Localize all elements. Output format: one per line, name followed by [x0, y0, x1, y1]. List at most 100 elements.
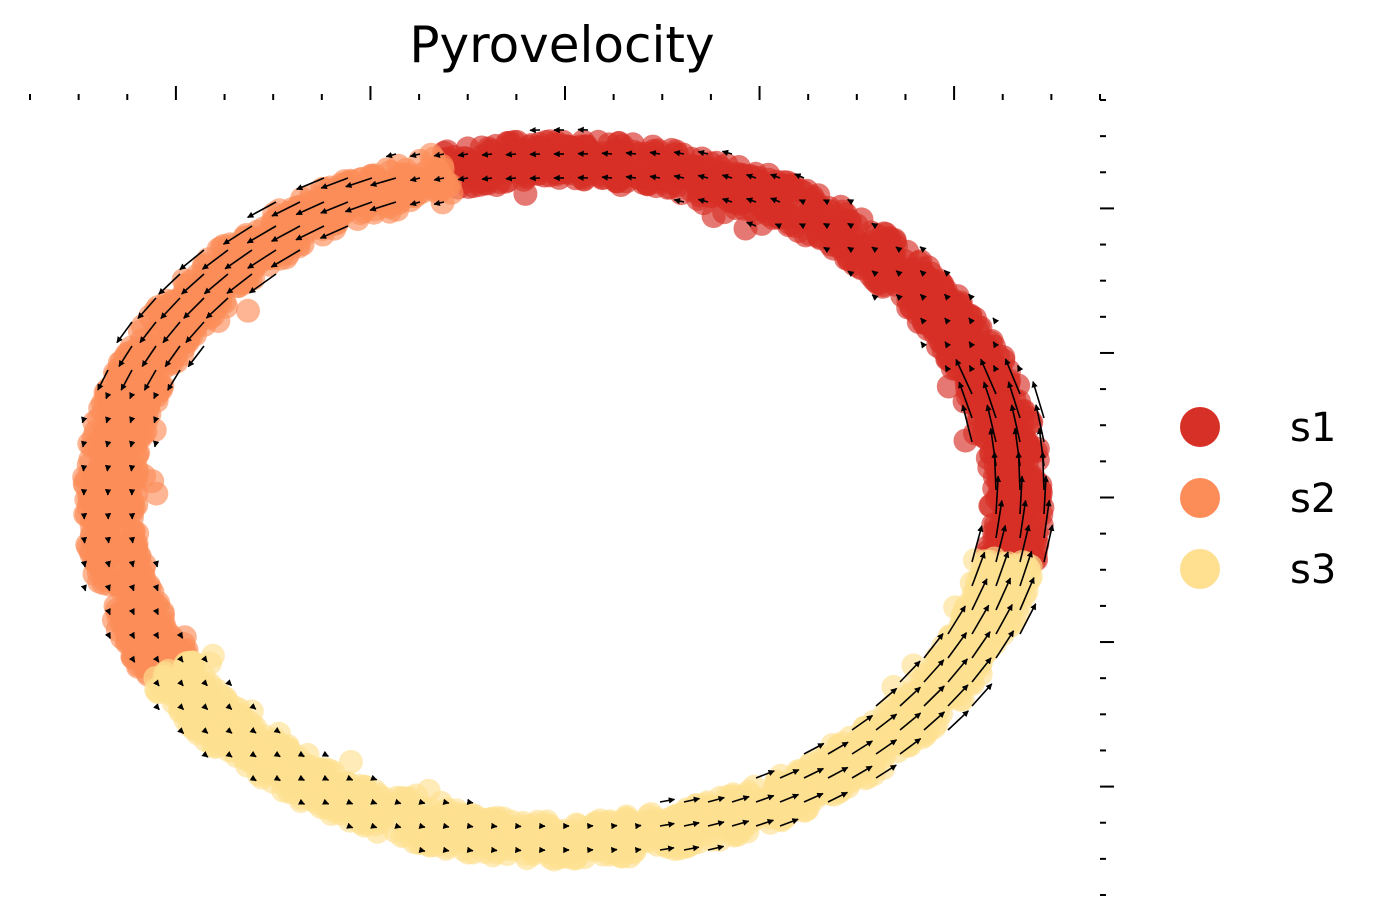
- velocity-arrow: [295, 225, 325, 241]
- point-s1: [930, 272, 955, 297]
- velocity-arrow: [433, 151, 445, 158]
- point-s3: [1002, 587, 1027, 612]
- point-s1: [1010, 498, 1034, 522]
- point-s3: [338, 749, 363, 774]
- velocity-arrow: [370, 822, 378, 829]
- velocity-arrow: [152, 560, 159, 568]
- point-s1: [633, 166, 657, 191]
- velocity-arrow: [201, 703, 209, 711]
- velocity-arrow: [995, 524, 1007, 563]
- point-s1: [607, 130, 631, 155]
- point-s3: [910, 680, 935, 705]
- velocity-arrow: [177, 703, 185, 711]
- point-s3: [720, 784, 745, 809]
- velocity-arrow: [128, 536, 136, 544]
- point-s3: [162, 676, 187, 701]
- point-s3: [969, 650, 993, 675]
- velocity-arrow: [659, 821, 675, 828]
- velocity-arrow: [1009, 404, 1021, 443]
- velocity-arrow: [968, 317, 975, 325]
- point-s2: [79, 514, 104, 539]
- point-s3: [656, 807, 681, 832]
- velocity-arrow: [992, 365, 1000, 373]
- velocity-arrow: [128, 608, 135, 616]
- velocity-arrow: [1007, 381, 1021, 419]
- point-s3: [237, 725, 262, 750]
- velocity-arrow: [224, 249, 253, 270]
- point-s2: [107, 392, 132, 417]
- velocity-arrow: [176, 631, 184, 639]
- velocity-arrow: [944, 365, 952, 373]
- velocity-arrow: [697, 197, 709, 204]
- velocity-arrow: [923, 633, 944, 659]
- velocity-arrow: [920, 341, 928, 349]
- velocity-arrow: [322, 798, 330, 805]
- velocity-arrow: [249, 703, 257, 710]
- velocity-arrow: [80, 584, 87, 592]
- velocity-arrow: [505, 175, 517, 182]
- velocity-arrow: [649, 174, 661, 181]
- velocity-arrow: [205, 297, 229, 319]
- point-s1: [510, 160, 535, 184]
- velocity-arrow: [746, 221, 757, 228]
- point-s1: [945, 307, 970, 332]
- velocity-arrow: [153, 703, 160, 711]
- point-s3: [973, 592, 998, 617]
- velocity-arrow: [1031, 380, 1045, 419]
- point-s3: [232, 746, 257, 771]
- point-s2: [325, 192, 350, 217]
- velocity-arrow: [273, 774, 281, 782]
- velocity-arrow: [466, 846, 474, 854]
- point-s3: [847, 734, 872, 759]
- velocity-arrow: [923, 685, 945, 707]
- velocity-arrow: [162, 321, 181, 344]
- velocity-arrow: [982, 381, 997, 419]
- point-s1: [953, 428, 978, 453]
- point-s3: [812, 774, 837, 799]
- velocity-arrow: [625, 174, 637, 181]
- velocity-arrow: [370, 798, 378, 805]
- point-s1: [976, 420, 1001, 445]
- velocity-arrow: [1019, 577, 1035, 611]
- velocity-arrow: [871, 270, 879, 277]
- point-s2: [420, 176, 445, 201]
- velocity-arrow: [249, 774, 257, 782]
- velocity-arrow: [164, 345, 181, 368]
- point-s3: [211, 717, 236, 742]
- point-s1: [868, 270, 893, 295]
- velocity-arrow: [104, 631, 112, 639]
- velocity-arrow: [319, 225, 349, 239]
- point-s3: [381, 794, 406, 819]
- velocity-arrow: [249, 726, 257, 734]
- velocity-arrow: [1039, 451, 1047, 491]
- velocity-arrow: [971, 683, 993, 707]
- velocity-arrow: [851, 714, 874, 731]
- point-s3: [302, 784, 327, 809]
- velocity-arrow: [1015, 451, 1022, 491]
- velocity-arrow: [649, 150, 661, 157]
- velocity-arrow: [201, 679, 208, 687]
- point-s1: [808, 226, 833, 251]
- point-s1: [651, 166, 675, 191]
- velocity-arrow: [971, 657, 992, 683]
- velocity-arrow: [177, 679, 184, 687]
- velocity-arrow: [128, 584, 135, 592]
- velocity-arrow: [899, 660, 921, 683]
- point-s3: [986, 562, 1011, 587]
- velocity-arrow: [823, 222, 831, 230]
- velocity-arrow: [104, 536, 112, 544]
- point-s3: [869, 725, 894, 750]
- velocity-arrow: [297, 750, 305, 758]
- velocity-arrow: [779, 768, 800, 779]
- velocity-arrow: [153, 416, 160, 424]
- velocity-arrow: [721, 173, 733, 180]
- velocity-arrow: [80, 464, 88, 472]
- point-s1: [1005, 478, 1030, 502]
- velocity-arrow: [225, 679, 233, 687]
- velocity-arrow: [295, 201, 325, 216]
- point-s1: [608, 155, 633, 180]
- velocity-arrow: [659, 845, 675, 852]
- velocity-arrow: [271, 225, 301, 243]
- velocity-arrow: [755, 770, 775, 779]
